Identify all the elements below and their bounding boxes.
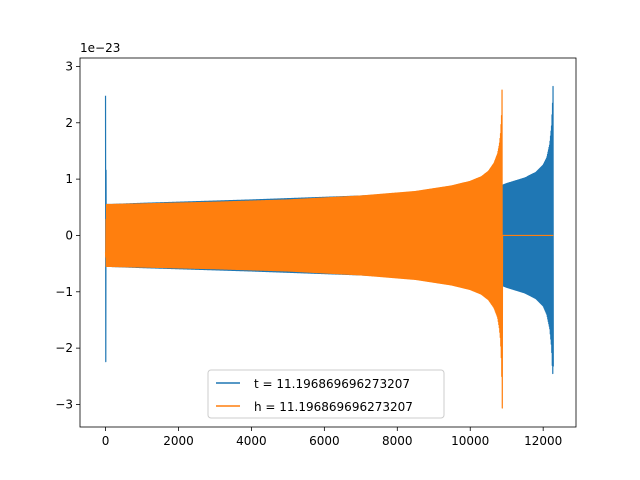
series-line-h — [104, 89, 554, 409]
y-tick-label: −1 — [55, 285, 73, 299]
legend-label-h: h = 11.196869696273207 — [254, 400, 413, 414]
plot-frame — [79, 57, 577, 428]
legend: t = 11.196869696273207 h = 11.1968696962… — [207, 369, 445, 419]
x-tick-label: 12000 — [524, 434, 562, 448]
y-tick-label: 0 — [65, 228, 73, 242]
x-tick-label: 0 — [102, 434, 110, 448]
y-tick-label: 2 — [65, 116, 73, 130]
x-tick-label: 6000 — [309, 434, 340, 448]
y-tick-label: −2 — [55, 341, 73, 355]
x-tick-label: 2000 — [163, 434, 194, 448]
y-tick-label: 3 — [65, 59, 73, 73]
y-offset-text: 1e−23 — [80, 41, 120, 55]
y-tick-label: 1 — [65, 172, 73, 186]
legend-label-t: t = 11.196869696273207 — [254, 377, 410, 391]
legend-box — [207, 369, 445, 419]
y-tick-label: −3 — [55, 397, 73, 411]
x-axis: 0 2000 4000 6000 8000 10000 12000 — [102, 427, 562, 448]
series-layer — [104, 85, 554, 409]
y-axis: −3 −2 −1 0 1 2 3 — [55, 59, 80, 411]
x-tick-label: 8000 — [382, 434, 413, 448]
x-tick-label: 10000 — [451, 434, 489, 448]
x-tick-label: 4000 — [236, 434, 267, 448]
